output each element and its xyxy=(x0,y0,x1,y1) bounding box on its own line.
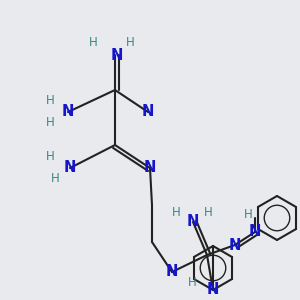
Text: N: N xyxy=(249,224,261,239)
Text: N: N xyxy=(229,238,241,253)
Text: H: H xyxy=(46,94,54,106)
Text: N: N xyxy=(142,104,154,119)
Text: H: H xyxy=(188,275,196,289)
Text: H: H xyxy=(46,151,54,164)
Text: H: H xyxy=(51,172,59,184)
Text: H: H xyxy=(172,206,180,220)
Text: H: H xyxy=(244,208,252,221)
Text: N: N xyxy=(207,283,219,298)
Text: H: H xyxy=(46,116,54,128)
Text: N: N xyxy=(62,104,74,119)
Text: N: N xyxy=(144,160,156,175)
Text: H: H xyxy=(126,37,134,50)
Text: N: N xyxy=(64,160,76,175)
Text: N: N xyxy=(166,265,178,280)
Text: H: H xyxy=(204,206,212,220)
Text: N: N xyxy=(111,47,123,62)
Text: H: H xyxy=(88,37,98,50)
Text: N: N xyxy=(187,214,199,230)
